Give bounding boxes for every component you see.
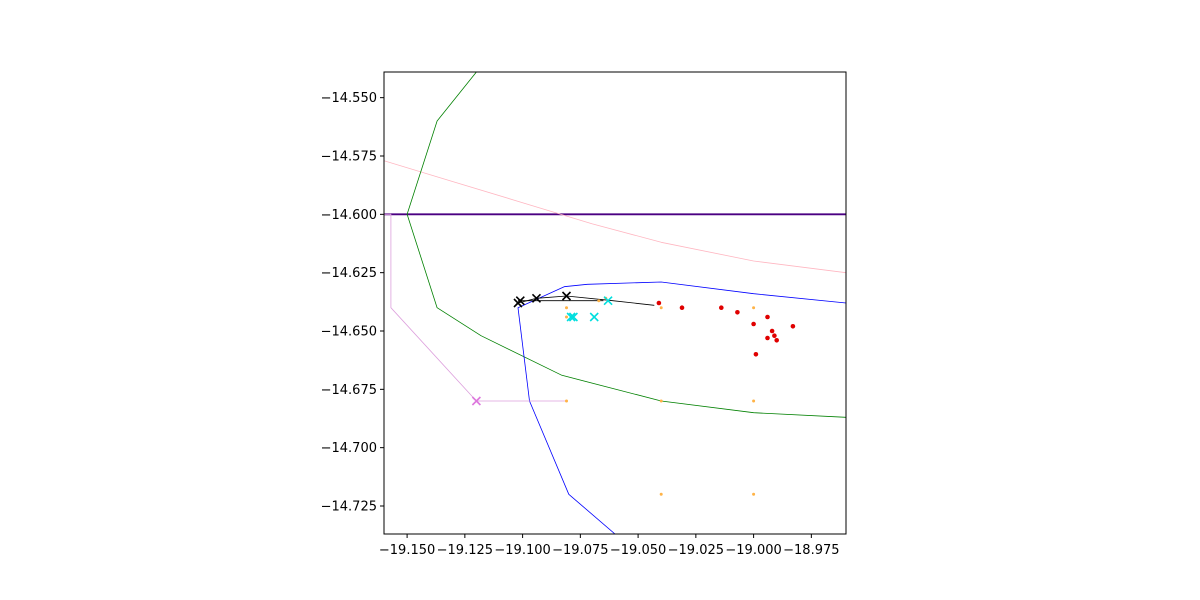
y-tick-label-5: −14.675	[321, 383, 377, 398]
data-point-0-9	[774, 338, 779, 343]
series-line-3	[517, 281, 846, 534]
y-tick-label-4: −14.650	[321, 325, 377, 340]
y-tick-label-6: −14.700	[321, 441, 377, 456]
data-point-0-8	[772, 333, 777, 339]
data-point-0-6	[769, 328, 775, 334]
x-tick-label-2: −19.100	[494, 543, 550, 558]
data-point-1-8	[752, 492, 756, 496]
data-marker-2-3	[603, 296, 613, 306]
data-point-1-6	[565, 399, 568, 403]
y-tick-label-2: −14.600	[321, 208, 377, 223]
x-tick-label-7: −18.975	[783, 543, 839, 558]
series-line-2	[406, 72, 846, 418]
x-tick-label-4: −19.050	[610, 543, 666, 558]
x-tick-label-3: −19.075	[552, 543, 608, 558]
data-point-0-7	[765, 335, 770, 341]
data-point-0-4	[751, 321, 756, 327]
data-point-1-0	[565, 306, 568, 310]
x-tick-label-6: −19.000	[725, 543, 781, 558]
data-point-1-1	[565, 315, 568, 319]
data-point-0-10	[790, 324, 796, 329]
y-tick-label-3: −14.625	[321, 266, 377, 281]
data-point-0-2	[719, 305, 724, 311]
data-marker-2-0	[566, 312, 576, 322]
series-line-1	[384, 160, 846, 274]
data-marker-2-2	[589, 312, 599, 322]
data-point-0-5	[765, 314, 770, 320]
data-point-1-3	[752, 306, 756, 310]
x-tick-label-5: −19.025	[668, 543, 724, 558]
data-point-0-11	[753, 352, 759, 357]
data-point-0-3	[735, 310, 740, 315]
data-point-1-2	[659, 306, 663, 310]
data-point-1-4	[659, 399, 663, 403]
plot-marks	[384, 72, 846, 534]
data-point-0-0	[656, 300, 662, 306]
data-marker-4-3	[561, 291, 572, 301]
data-point-1-7	[659, 492, 663, 496]
y-tick-label-0: −14.550	[321, 91, 377, 106]
y-tick-label-7: −14.725	[321, 500, 377, 515]
plot-frame	[383, 71, 847, 535]
data-marker-3-0	[471, 396, 481, 406]
data-marker-2-1	[568, 312, 578, 322]
x-tick-label-0: −19.150	[379, 543, 435, 558]
data-marker-4-1	[515, 296, 525, 306]
x-tick-label-1: −19.125	[437, 543, 493, 558]
data-marker-4-2	[531, 293, 542, 303]
data-point-1-9	[597, 299, 601, 303]
axes: −19.150 −19.125 −19.100 −19.075 −19.050 −19.0…	[321, 91, 840, 558]
series-line-4	[384, 213, 567, 402]
plot-area-background	[384, 72, 846, 534]
y-tick-label-1: −14.575	[321, 150, 377, 165]
data-point-1-5	[752, 399, 756, 403]
data-point-0-1	[679, 305, 685, 311]
